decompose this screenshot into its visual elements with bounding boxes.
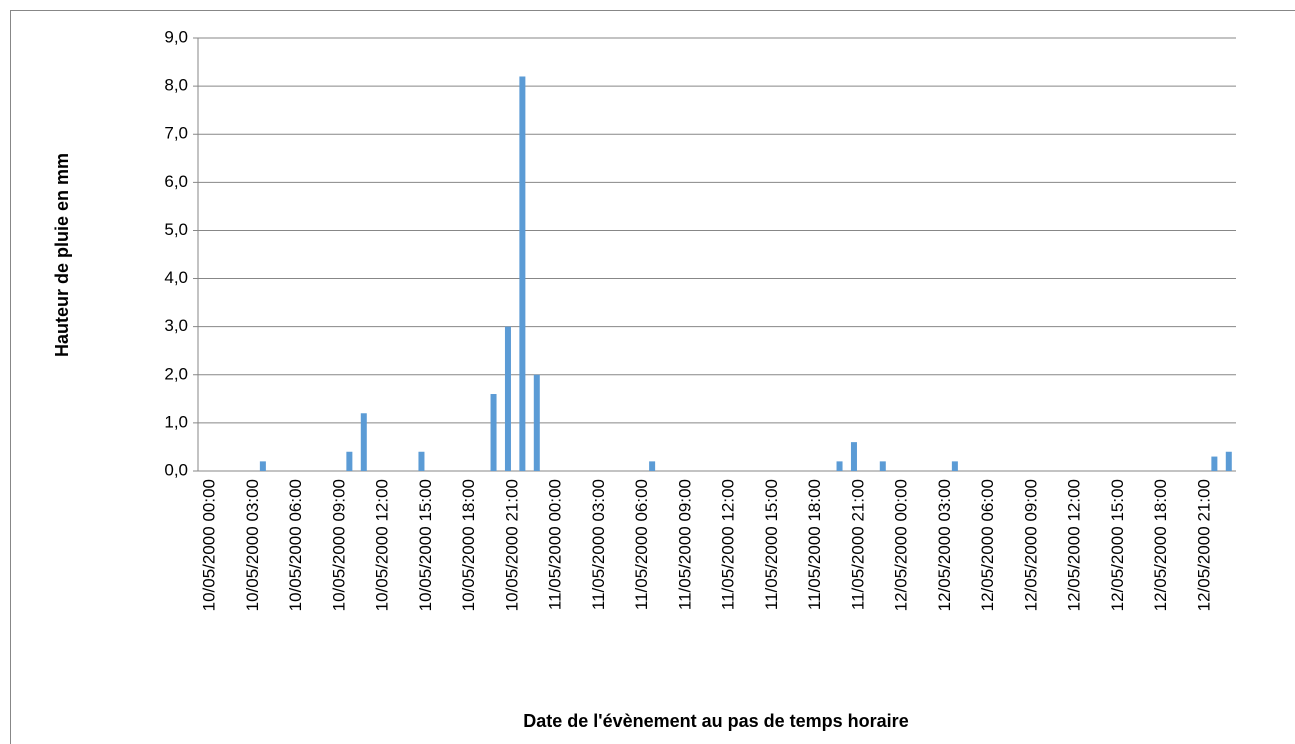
- x-tick-label: 11/05/2000 18:00: [805, 479, 824, 610]
- x-tick-label: 12/05/2000 00:00: [892, 479, 911, 611]
- x-tick-label: 10/05/2000 12:00: [373, 479, 392, 611]
- x-tick-label: 12/05/2000 15:00: [1108, 479, 1127, 611]
- y-tick-label: 6,0: [164, 172, 188, 191]
- bar: [1211, 456, 1218, 471]
- y-axis-title: Hauteur de pluie en mm: [52, 153, 72, 357]
- x-tick-label: 12/05/2000 06:00: [978, 479, 997, 611]
- y-tick-label: 5,0: [164, 220, 188, 239]
- x-tick-label: 11/05/2000 15:00: [762, 479, 781, 610]
- x-tick-label: 11/05/2000 00:00: [546, 479, 565, 610]
- bar: [850, 442, 857, 471]
- x-tick-label: 12/05/2000 21:00: [1194, 479, 1213, 611]
- y-tick-label: 4,0: [164, 268, 188, 287]
- x-axis-title: Date de l'évènement au pas de temps hora…: [523, 711, 908, 731]
- y-tick-label: 0,0: [164, 460, 188, 479]
- x-tick-label: 10/05/2000 03:00: [243, 479, 262, 611]
- x-tick-label: 11/05/2000 03:00: [589, 479, 608, 610]
- bar: [519, 76, 526, 471]
- y-tick-label: 2,0: [164, 364, 188, 383]
- bar: [418, 451, 425, 471]
- bar: [533, 374, 540, 471]
- x-tick-label: 11/05/2000 12:00: [719, 479, 738, 610]
- y-tick-label: 1,0: [164, 412, 188, 431]
- y-tick-label: 3,0: [164, 316, 188, 335]
- bar: [360, 413, 367, 471]
- bar: [259, 461, 266, 471]
- y-tick-label: 8,0: [164, 76, 188, 95]
- bar: [504, 326, 511, 471]
- x-tick-label: 10/05/2000 18:00: [459, 479, 478, 611]
- x-tick-label: 12/05/2000 09:00: [1021, 479, 1040, 611]
- x-tick-label: 11/05/2000 09:00: [675, 479, 694, 610]
- x-tick-label: 10/05/2000 06:00: [286, 479, 305, 611]
- bar: [1225, 451, 1232, 471]
- x-tick-label: 11/05/2000 21:00: [848, 479, 867, 610]
- bar: [649, 461, 656, 471]
- y-tick-label: 7,0: [164, 124, 188, 143]
- x-tick-label: 10/05/2000 00:00: [200, 479, 219, 611]
- x-tick-label: 11/05/2000 06:00: [632, 479, 651, 610]
- x-tick-label: 12/05/2000 03:00: [935, 479, 954, 611]
- bar: [951, 461, 958, 471]
- x-tick-label: 12/05/2000 18:00: [1151, 479, 1170, 611]
- x-tick-label: 10/05/2000 15:00: [416, 479, 435, 611]
- x-tick-label: 10/05/2000 21:00: [502, 479, 521, 611]
- bar: [346, 451, 353, 471]
- chart-frame: [10, 10, 1295, 744]
- x-tick-label: 12/05/2000 12:00: [1065, 479, 1084, 611]
- bar: [879, 461, 886, 471]
- y-tick-label: 9,0: [164, 27, 188, 46]
- x-tick-label: 10/05/2000 09:00: [329, 479, 348, 611]
- bar: [836, 461, 843, 471]
- bar: [490, 394, 497, 471]
